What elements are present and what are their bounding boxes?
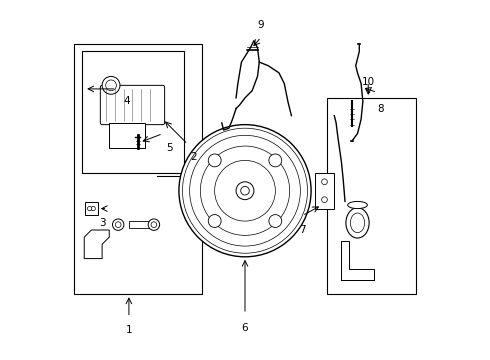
Bar: [82, 51, 184, 173]
Bar: [315, 173, 334, 208]
Circle shape: [321, 179, 327, 185]
Bar: [74, 44, 202, 294]
Text: 8: 8: [377, 104, 384, 113]
Circle shape: [88, 206, 92, 211]
Text: 5: 5: [167, 143, 173, 153]
Circle shape: [102, 76, 120, 94]
Circle shape: [321, 197, 327, 203]
Text: 10: 10: [362, 77, 375, 87]
Circle shape: [151, 222, 157, 228]
Bar: [327, 98, 416, 294]
Circle shape: [113, 219, 124, 230]
Circle shape: [115, 222, 121, 228]
Polygon shape: [342, 241, 373, 280]
Circle shape: [269, 154, 282, 167]
Ellipse shape: [346, 208, 369, 238]
Bar: [109, 123, 145, 148]
Circle shape: [106, 80, 117, 91]
Circle shape: [208, 215, 221, 228]
Bar: [129, 221, 148, 228]
Text: 6: 6: [242, 323, 248, 333]
Circle shape: [241, 186, 249, 195]
Polygon shape: [84, 230, 109, 258]
Text: 7: 7: [299, 225, 305, 235]
Ellipse shape: [350, 213, 365, 233]
Circle shape: [148, 219, 160, 230]
Ellipse shape: [348, 202, 368, 208]
Circle shape: [91, 206, 96, 211]
Text: 4: 4: [124, 96, 130, 107]
FancyBboxPatch shape: [100, 85, 165, 125]
Text: 2: 2: [190, 152, 196, 162]
Text: 9: 9: [258, 19, 265, 30]
Bar: [85, 202, 98, 215]
Text: 3: 3: [99, 218, 105, 228]
Text: 1: 1: [125, 325, 132, 335]
Circle shape: [179, 125, 311, 257]
Circle shape: [208, 154, 221, 167]
Circle shape: [236, 182, 254, 200]
Circle shape: [269, 215, 282, 228]
